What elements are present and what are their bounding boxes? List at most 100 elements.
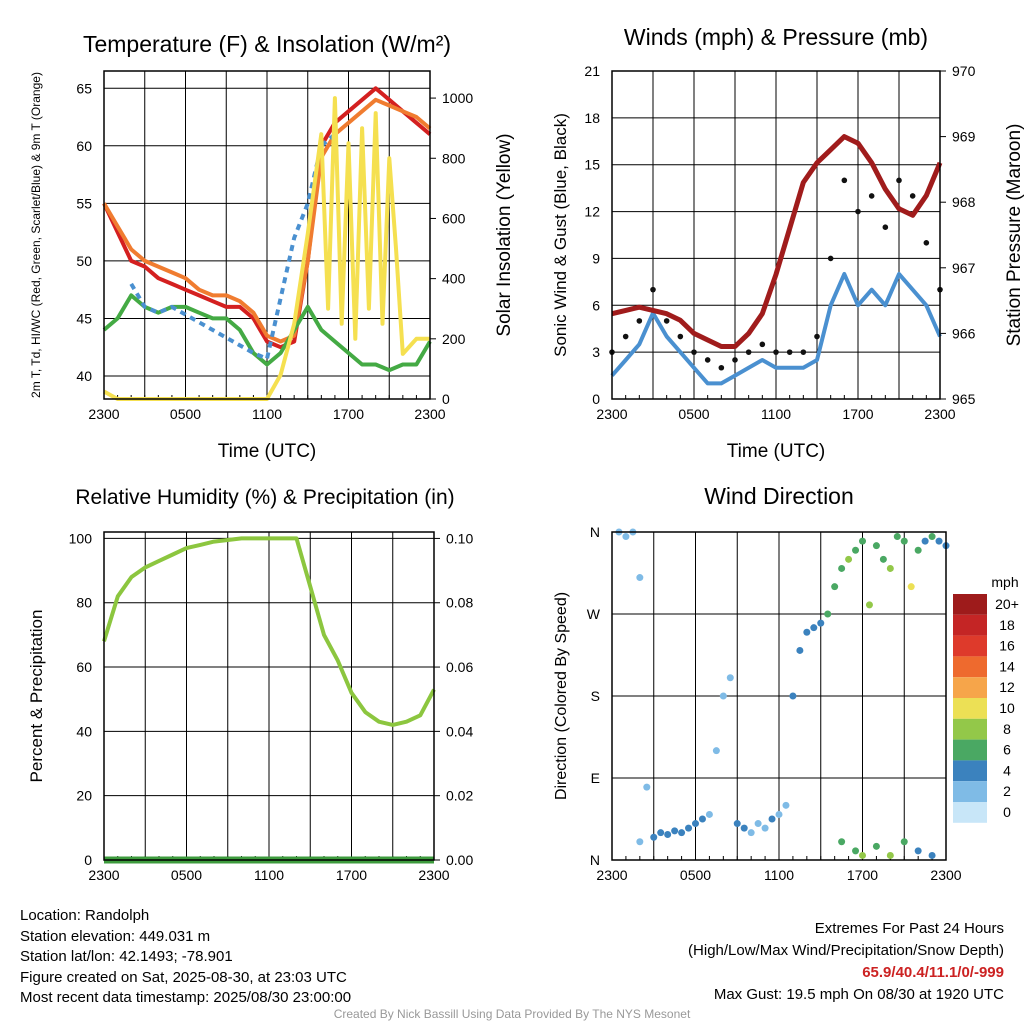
y2-tick-label: 970 (952, 63, 976, 79)
extremes-description: (High/Low/Max Wind/Precipitation/Snow De… (688, 942, 1004, 959)
plot-frame (103, 531, 435, 861)
direction-point (886, 851, 894, 859)
gust-point (636, 318, 643, 324)
direction-point (893, 533, 901, 541)
gust-point (704, 357, 711, 363)
direction-point (664, 830, 672, 838)
direction-point (928, 851, 936, 859)
y-tick-label: N (590, 852, 600, 868)
legend-label: 12 (999, 679, 1015, 695)
x-tick-label: 2300 (418, 867, 449, 883)
direction-point (900, 537, 908, 545)
direction-point (685, 824, 693, 832)
y-tick-label: 15 (584, 157, 600, 173)
y-tick-label: 0 (84, 852, 92, 868)
y-tick-label: 9 (592, 250, 600, 266)
max-gust-text: Max Gust: 19.5 mph On 08/30 at 1920 UTC (713, 986, 1004, 1003)
y2-tick-label: 600 (442, 210, 466, 226)
y2-tick-label: 967 (952, 260, 976, 276)
y-tick-label: 40 (76, 368, 92, 384)
gust-point (896, 177, 902, 184)
extremes-title: Extremes For Past 24 Hours (814, 920, 1004, 937)
x-tick-label: 2300 (924, 406, 955, 422)
direction-point (698, 815, 706, 823)
direction-point (733, 820, 741, 828)
speed-legend: mph 20+ 18 16 14 12 10 8 6 4 2 0 (953, 574, 1019, 823)
x-axis-label: Time (UTC) (218, 441, 317, 462)
gust-point (841, 177, 848, 184)
gust-point (814, 333, 820, 340)
x-tick-label: 1100 (761, 406, 791, 422)
y-tick-label: 100 (69, 530, 93, 546)
y2-tick-label: 0 (442, 391, 450, 407)
gust-point (923, 240, 930, 246)
y-axis-label: Direction (Colored By Speed) (553, 592, 570, 800)
x-tick-label: 1700 (847, 867, 878, 883)
series-line-9m-t (102, 97, 432, 344)
elevation-text: Station elevation: 449.031 m (20, 927, 211, 945)
direction-point (636, 838, 644, 846)
y-tick-label: S (591, 688, 600, 704)
chart-panel-1: Temperature (F) & Insolation (W/m²)2300 0… (29, 31, 515, 462)
y2-tick-label: 1000 (442, 90, 473, 106)
x-tick-label: 1700 (333, 406, 364, 422)
location-text: Location: Randolph (20, 907, 150, 924)
y-tick-label: 21 (584, 63, 600, 79)
legend-swatch (953, 635, 987, 657)
legend-swatch (953, 656, 987, 678)
legend-label: 6 (1003, 742, 1011, 758)
y2-axis-label: Solar Insolation (Yellow) (494, 133, 515, 336)
legend-label: 16 (999, 638, 1015, 654)
direction-point (754, 820, 762, 828)
gust-point (827, 255, 834, 262)
y-tick-label: 50 (76, 253, 92, 269)
created-text: Figure created on Sat, 2025-08-30, at 23… (20, 968, 347, 986)
y2-tick-label: 0.02 (446, 788, 473, 804)
direction-point (747, 829, 755, 837)
legend-swatch (953, 760, 987, 782)
y2-tick-label: 0.08 (446, 595, 473, 611)
direction-point (810, 624, 818, 632)
x-tick-label: 1100 (252, 406, 282, 422)
direction-point (643, 783, 651, 791)
x-axis-label: Time (UTC) (727, 441, 826, 462)
credit-text: Created By Nick Bassill Using Data Provi… (333, 1007, 691, 1021)
legend-swatch (953, 781, 987, 802)
chart-title: Temperature (F) & Insolation (W/m²) (83, 31, 451, 57)
x-tick-label: 0500 (680, 867, 711, 883)
y-tick-label: 18 (584, 110, 600, 126)
direction-point (705, 810, 713, 818)
legend-label: 20+ (995, 596, 1019, 612)
y2-axis-label: Station Pressure (Maroon) (1004, 124, 1024, 347)
direction-point (803, 628, 811, 636)
x-tick-label: 2300 (88, 867, 119, 883)
plot-frame (611, 70, 941, 400)
direction-point (636, 574, 644, 582)
direction-point (712, 747, 720, 755)
legend-swatch (953, 739, 987, 761)
direction-point (845, 555, 853, 563)
direction-point (789, 692, 797, 700)
direction-point (817, 619, 825, 627)
direction-point (914, 847, 922, 855)
y-tick-label: 60 (76, 659, 92, 675)
y-tick-label: 0 (592, 391, 600, 407)
direction-point (761, 824, 769, 832)
plot-frame (611, 531, 947, 861)
direction-point (872, 542, 880, 550)
direction-point (768, 815, 776, 823)
gust-point (800, 349, 807, 355)
direction-point (831, 583, 839, 591)
gust-point (691, 349, 697, 355)
direction-point (719, 692, 727, 700)
direction-point (914, 546, 922, 554)
direction-point (824, 610, 832, 618)
gust-point (745, 349, 752, 355)
x-tick-label: 1100 (764, 867, 794, 883)
y2-tick-label: 966 (952, 325, 976, 341)
chart-panel-3: Relative Humidity (%) & Precipitation (i… (27, 486, 473, 883)
y2-tick-label: 800 (442, 150, 466, 166)
y2-tick-label: 965 (952, 391, 976, 407)
